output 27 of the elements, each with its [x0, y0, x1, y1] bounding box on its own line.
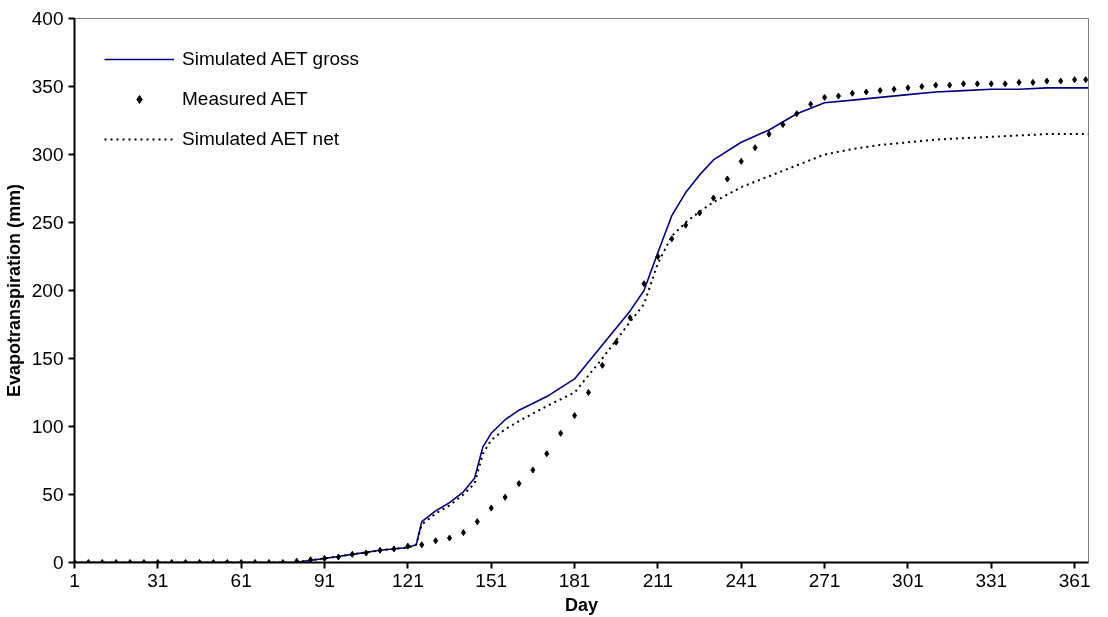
- legend-label: Simulated AET gross: [182, 48, 360, 70]
- x-tick-label: 211: [642, 569, 674, 591]
- y-tick-label: 400: [31, 8, 64, 29]
- x-tick-label: 61: [230, 569, 252, 591]
- y-tick-label: 150: [31, 348, 64, 369]
- y-tick-label: 50: [42, 484, 64, 505]
- y-tick-label: 100: [31, 416, 64, 437]
- y-tick-label: 300: [31, 144, 64, 165]
- y-tick-label: 0: [52, 552, 64, 573]
- x-tick-label: 121: [392, 569, 424, 591]
- x-tick-label: 151: [475, 569, 508, 591]
- x-tick-label: 361: [1058, 569, 1091, 591]
- x-tick-label: 301: [892, 569, 924, 591]
- x-tick-label: 241: [725, 569, 758, 591]
- x-tick-label: 331: [975, 569, 1008, 591]
- x-axis-title: Day: [564, 594, 599, 615]
- y-tick-label: 200: [31, 280, 64, 301]
- y-axis-title: Evapotranspiration (mm): [3, 183, 24, 398]
- legend-label: Measured AET: [182, 88, 308, 110]
- x-tick-label: 91: [313, 569, 336, 591]
- x-tick-label: 1: [69, 569, 80, 591]
- x-tick-label: 181: [558, 569, 591, 591]
- x-tick-label: 271: [808, 569, 841, 591]
- y-tick-label: 250: [31, 212, 64, 233]
- legend-label: Simulated AET net: [182, 128, 340, 150]
- x-tick-label: 31: [147, 569, 169, 591]
- y-tick-label: 350: [31, 76, 64, 97]
